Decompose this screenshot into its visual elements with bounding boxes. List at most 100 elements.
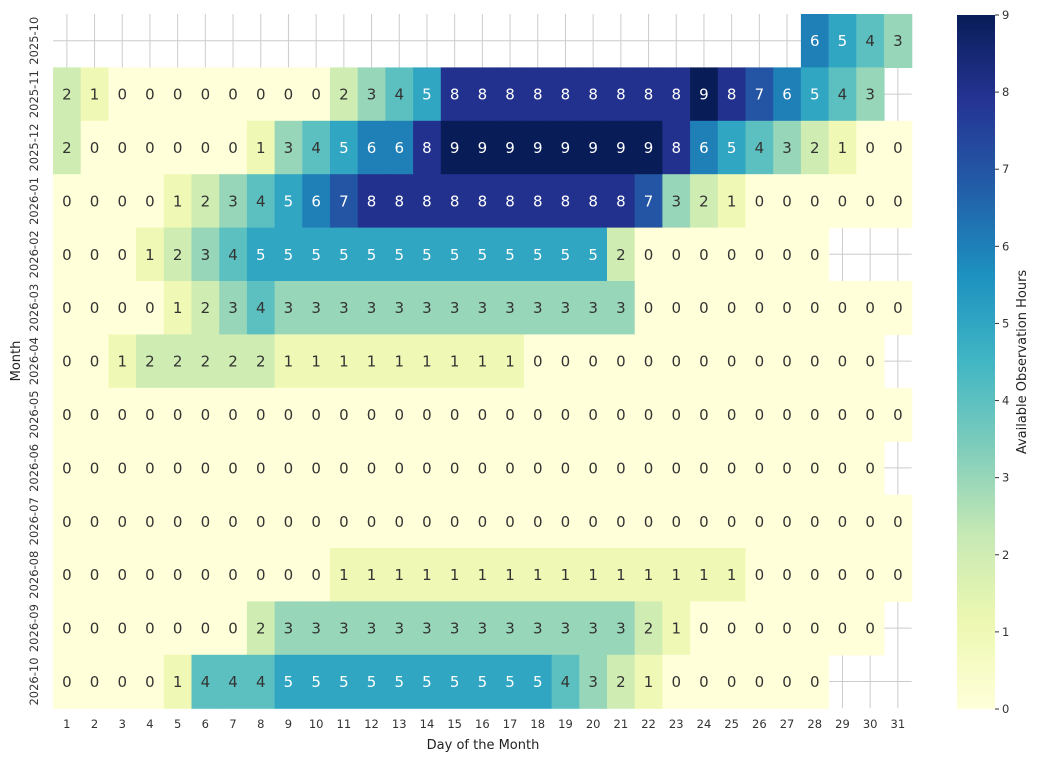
x-tick-label: 12 (364, 717, 379, 731)
heatmap-cell (607, 120, 636, 175)
cell-value-label: 2 (201, 353, 211, 371)
x-tick-label: 4 (146, 717, 153, 731)
cell-value-label: 0 (865, 566, 875, 584)
heatmap-cell (136, 334, 165, 389)
cell-value-label: 3 (505, 299, 515, 317)
cell-value-label: 0 (865, 406, 875, 424)
cell-value-label: 0 (865, 299, 875, 317)
cell-value-label: 3 (339, 620, 349, 638)
cell-value-label: 8 (394, 192, 404, 210)
cell-value-label: 0 (145, 673, 155, 691)
cell-value-label: 2 (62, 86, 72, 104)
heatmap-cell (163, 174, 193, 229)
cell-value-label: 0 (810, 620, 820, 638)
colorbar-tick-label: 3 (1002, 471, 1009, 485)
x-tick-label: 5 (174, 717, 181, 731)
cell-value-label: 5 (588, 246, 598, 264)
cell-value-label: 0 (699, 620, 709, 638)
heatmap-cell (53, 601, 82, 656)
cell-value-label: 0 (838, 620, 848, 638)
heatmap-cell (800, 494, 830, 549)
y-tick-label: 2025-11 (27, 70, 41, 118)
cell-value-label: 0 (201, 139, 211, 157)
heatmap-cell (800, 227, 830, 282)
heatmap-cell (634, 387, 663, 442)
heatmap-cell (662, 174, 691, 229)
cell-value-label: 0 (727, 513, 737, 531)
cell-value-label: 3 (533, 620, 543, 638)
heatmap-cell (551, 601, 580, 656)
colorbar-label: Available Observation Hours (1015, 270, 1030, 455)
cell-value-label: 0 (145, 192, 155, 210)
cell-value-label: 0 (145, 139, 155, 157)
heatmap-cell (745, 281, 774, 335)
heatmap-cells: 6 5 4 32 1 0 0 0 0 0 0 0 0 2 3 4 5 8 8 8 8 8 8 8 8 8 9 8 7 6 5 4 32 0 0 0 0 0… (53, 14, 913, 709)
heatmap-cell (302, 227, 331, 282)
cell-value-label: 5 (311, 246, 321, 264)
heatmap-cell (330, 387, 359, 442)
heatmap-cell (136, 548, 165, 602)
x-tick-label: 15 (447, 717, 462, 731)
heatmap-cell (551, 120, 580, 175)
heatmap-cell (191, 654, 220, 709)
cell-value-label: 0 (173, 620, 183, 638)
cell-value-label: 0 (644, 246, 654, 264)
cell-value-label: 3 (228, 299, 238, 317)
cell-value-label: 0 (173, 566, 183, 584)
heatmap-cell (496, 654, 525, 709)
heatmap-cell (607, 548, 636, 602)
cell-value-label: 0 (117, 459, 127, 477)
heatmap-cell (551, 174, 580, 229)
cell-value-label: 2 (62, 139, 72, 157)
cell-value-label: 9 (478, 139, 488, 157)
y-axis-label: Month (9, 341, 24, 382)
cell-value-label: 1 (616, 566, 626, 584)
cell-value-label: 0 (201, 459, 211, 477)
cell-value-label: 1 (173, 299, 183, 317)
cell-value-label: 9 (588, 139, 598, 157)
heatmap-cell (385, 441, 414, 496)
colorbar-tick-label: 7 (1002, 162, 1009, 176)
heatmap-cell (219, 174, 248, 229)
cell-value-label: 0 (810, 459, 820, 477)
heatmap-cell (773, 387, 802, 442)
cell-value-label: 5 (533, 246, 543, 264)
x-tick-label: 13 (392, 717, 407, 731)
x-tick-label: 1 (63, 717, 70, 731)
cell-value-label: 0 (671, 353, 681, 371)
heatmap-cell (634, 334, 663, 389)
heatmap-cell (246, 281, 276, 335)
heatmap-cell (219, 334, 248, 389)
heatmap-cell (163, 387, 193, 442)
x-axis-label: Day of the Month (427, 738, 540, 753)
heatmap-cell (413, 334, 442, 389)
heatmap-cell (523, 654, 553, 709)
y-tick-label: 2025-10 (27, 17, 41, 65)
heatmap-cell (523, 387, 553, 442)
heatmap-cell (302, 601, 331, 656)
cell-value-label: 1 (644, 566, 654, 584)
colorbar-tick-label: 6 (1002, 239, 1009, 253)
cell-value-label: 2 (339, 86, 349, 104)
heatmap-cell (634, 120, 663, 175)
heatmap-cell (108, 334, 137, 389)
cell-value-label: 0 (782, 566, 792, 584)
cell-value-label: 3 (367, 299, 377, 317)
cell-value-label: 1 (367, 353, 377, 371)
x-tick-label: 28 (807, 717, 822, 731)
heatmap-cell (440, 334, 470, 389)
heatmap-cell (800, 441, 830, 496)
heatmap-cell (607, 387, 636, 442)
cell-value-label: 0 (394, 406, 404, 424)
heatmap-cell (136, 174, 165, 229)
cell-value-label: 0 (117, 406, 127, 424)
heatmap-cell (219, 494, 248, 549)
cell-value-label: 0 (505, 513, 515, 531)
cell-value-label: 0 (422, 459, 432, 477)
heatmap-cell (717, 387, 747, 442)
heatmap-cell (579, 654, 608, 709)
cell-value-label: 0 (838, 566, 848, 584)
cell-value-label: 0 (699, 246, 709, 264)
heatmap-cell (219, 67, 248, 122)
heatmap-cell (163, 120, 193, 175)
